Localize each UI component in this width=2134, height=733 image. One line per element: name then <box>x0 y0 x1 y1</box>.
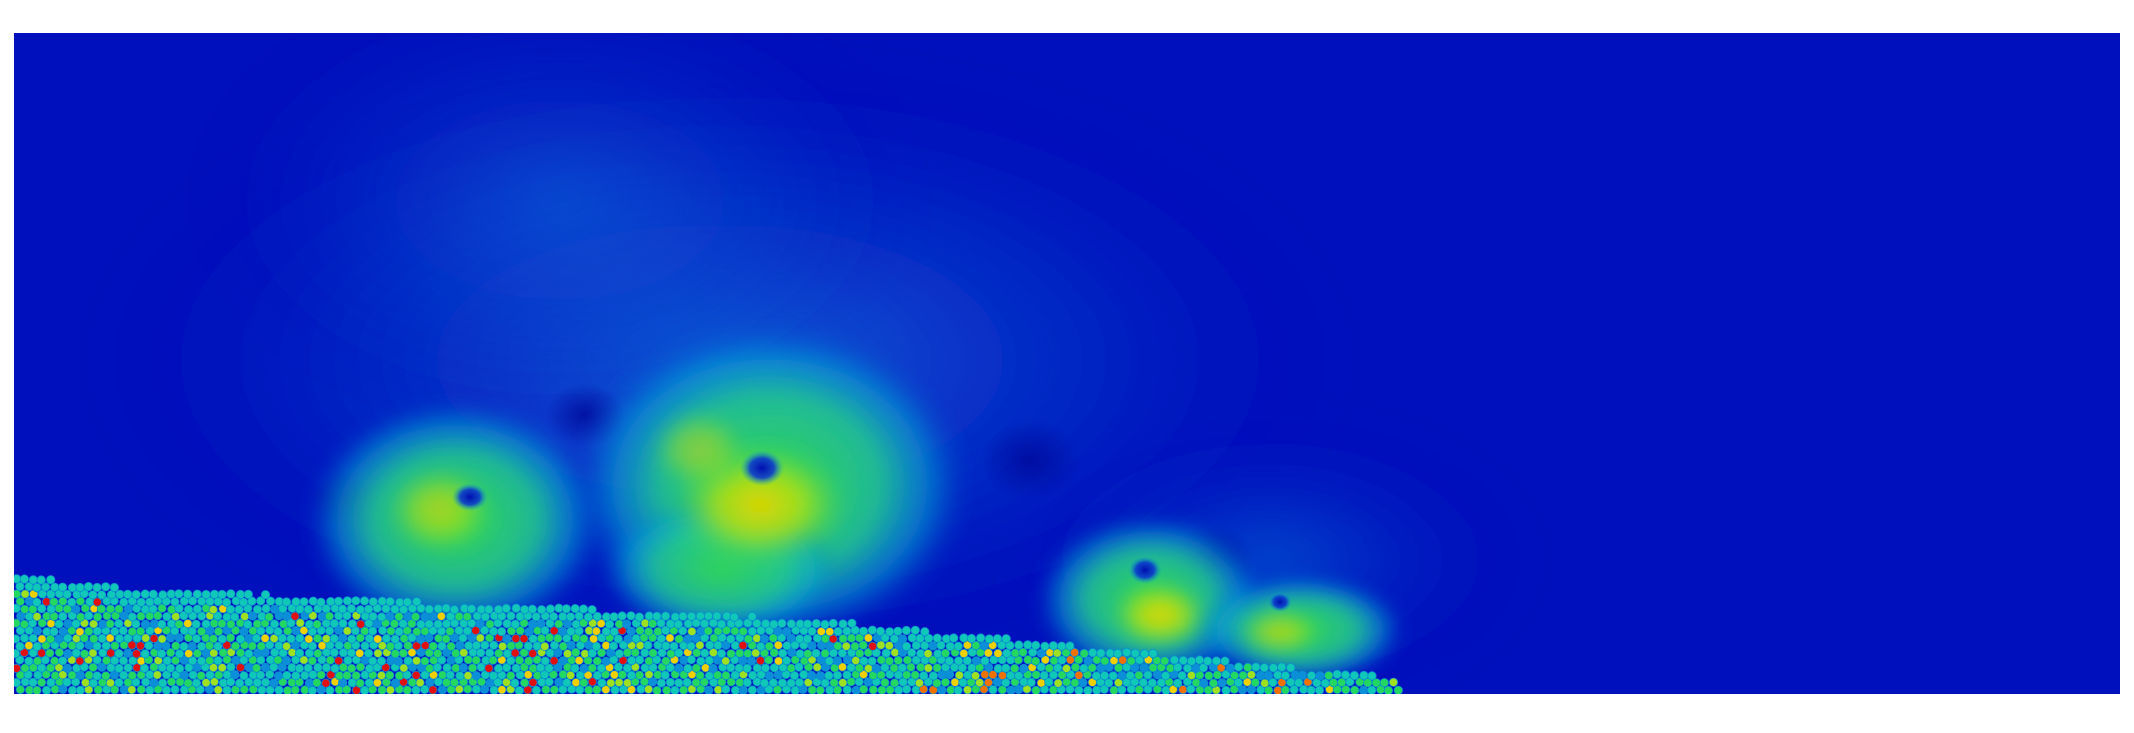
particle-bed <box>14 574 1403 694</box>
upper-haze <box>200 33 920 420</box>
low-velocity-spot <box>980 420 1080 500</box>
vortex-left <box>305 400 605 640</box>
vortex-center <box>570 325 970 645</box>
vortex-trailing <box>1195 575 1405 685</box>
